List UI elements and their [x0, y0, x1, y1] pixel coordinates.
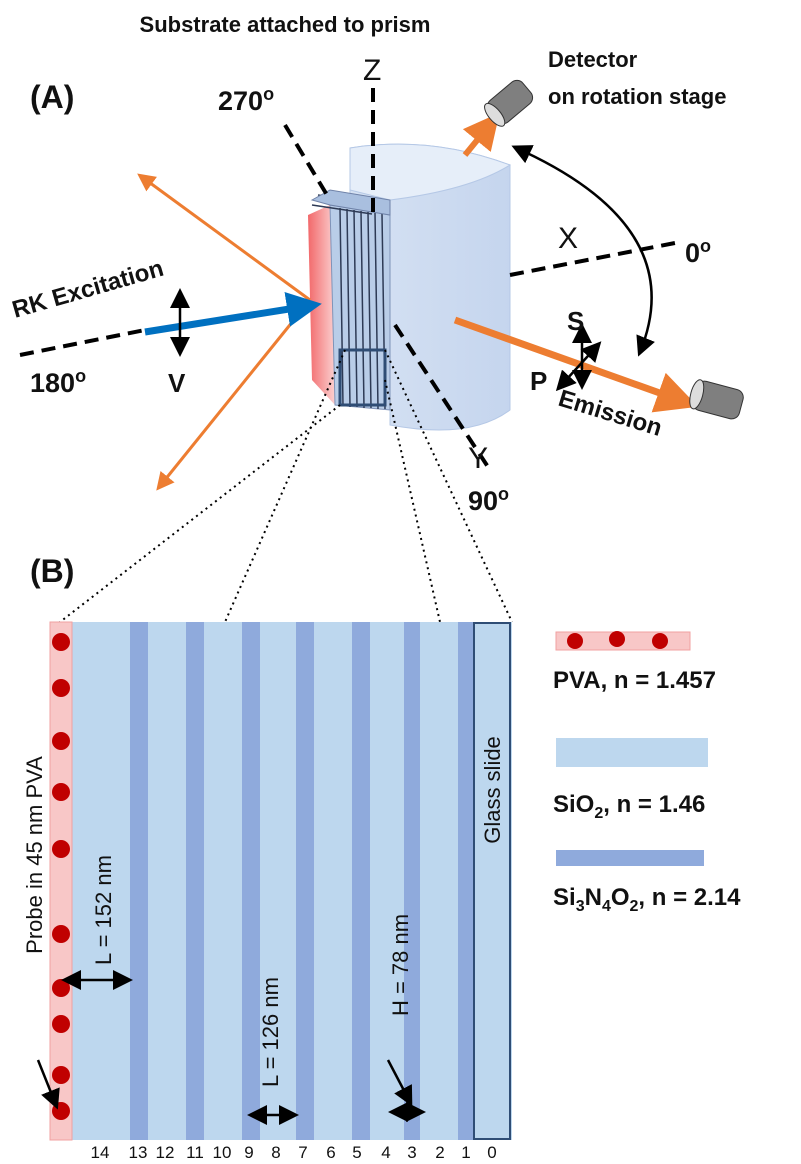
layer-number: 7 [298, 1143, 307, 1162]
layer-number: 6 [326, 1143, 335, 1162]
detector-label: on rotation stage [548, 84, 726, 109]
angle: 270o [218, 84, 274, 116]
prism-top [349, 143, 512, 201]
dimension-label: L = 152 nm [91, 855, 116, 965]
legend-label: SiO2, n = 1.46 [553, 791, 705, 822]
emission-label: Emission [555, 385, 665, 442]
angle: 0o [685, 236, 711, 268]
layer-number: 14 [91, 1143, 110, 1162]
legend-label: PVA, n = 1.457 [553, 667, 716, 694]
zoom-lines [59, 349, 513, 623]
high-index-layers [130, 622, 474, 1140]
layer-number: 10 [213, 1143, 232, 1162]
pva-layer [49, 621, 73, 1141]
axis-label: Y [468, 442, 488, 475]
legend-label: Si3N4O2, n = 2.14 [553, 884, 741, 915]
dimension-arrows [36, 970, 426, 1125]
glass-slide [473, 622, 511, 1140]
panel-label: (B) [30, 553, 74, 589]
glass-label: Glass slide [480, 736, 505, 844]
dimension-label: H = 78 nm [388, 914, 413, 1016]
layer-number: 2 [435, 1143, 444, 1162]
probe-label: Probe in 45 nm PVA [22, 756, 47, 954]
layer-numbers: 14 13 12 11 10 9 8 7 6 5 4 3 2 1 0 [91, 1143, 497, 1162]
legend-swatch [556, 738, 708, 767]
angle: 180o [30, 366, 86, 398]
layer-number: 5 [352, 1143, 361, 1162]
axis-label: X [558, 222, 578, 255]
layer-number: 8 [271, 1143, 280, 1162]
legend: PVA, n = 1.457 SiO2, n = 1.46 Si3N4O2, n… [553, 631, 741, 915]
axis-label: Z [363, 54, 381, 87]
polarization-label: S [567, 306, 584, 336]
polarization-label: P [530, 366, 547, 396]
dimension-label: L = 126 nm [258, 977, 283, 1087]
legend-swatch [556, 850, 704, 866]
layer-number: 4 [381, 1143, 390, 1162]
detectors [484, 79, 744, 420]
title: Substrate attached to prism [140, 12, 431, 37]
polarization-label: V [168, 368, 186, 398]
panel-label: (A) [30, 79, 74, 115]
excitation-label: RK Excitation [9, 255, 166, 324]
layer-number: 11 [186, 1143, 204, 1162]
rotation-arrow [511, 145, 655, 357]
polarization-arrows [170, 288, 602, 392]
excitation-beam [144, 292, 322, 336]
layer-number: 13 [129, 1143, 148, 1162]
detector-label: Detector [548, 47, 638, 72]
layer-number: 12 [156, 1143, 175, 1162]
angle: 90o [468, 484, 509, 516]
layer-number: 1 [461, 1143, 470, 1162]
panel-a-art [19, 79, 744, 623]
panel-b: (B) Probe in 45 nm PVA Glass slide L = 1… [22, 553, 741, 1162]
layer-number: 3 [407, 1143, 416, 1162]
zoom-box [338, 348, 387, 407]
layer-number: 9 [244, 1143, 253, 1162]
rotated-labels: Probe in 45 nm PVA Glass slide L = 152 n… [22, 736, 505, 1087]
layer-number: 0 [487, 1143, 496, 1162]
